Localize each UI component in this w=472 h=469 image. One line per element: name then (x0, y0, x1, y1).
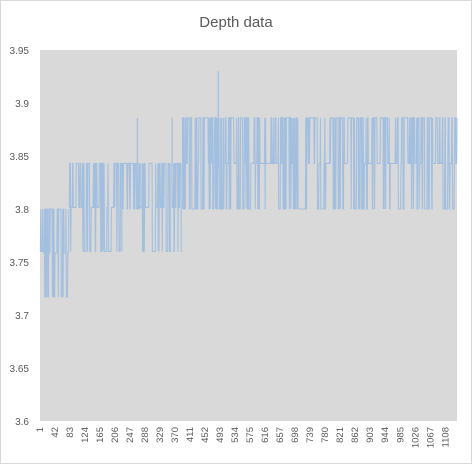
plot-area (40, 50, 457, 421)
y-tick-label-7: 3.95 (10, 46, 30, 57)
y-tick-label-0: 3.6 (15, 417, 29, 428)
x-tick-label-10: 411 (185, 427, 196, 442)
x-tick-label-6: 247 (125, 427, 136, 443)
x-tick-label-27: 1108 (440, 427, 451, 447)
x-tick-label-20: 821 (335, 427, 346, 443)
x-tick-label-2: 83 (65, 427, 76, 438)
series-segment-5 (171, 162, 183, 252)
series-segment-1 (43, 208, 70, 298)
x-tick-label-19: 780 (320, 427, 331, 443)
x-tick-label-13: 534 (230, 427, 241, 443)
series-segment-2 (68, 162, 123, 252)
x-tick-label-11: 452 (200, 427, 211, 443)
x-tick-label-23: 944 (380, 427, 391, 443)
y-tick-label-4: 3.8 (15, 205, 29, 216)
chart-title: Depth data (199, 14, 273, 31)
x-tick-label-0: 1 (35, 427, 46, 432)
series-segment-4 (140, 162, 172, 252)
y-tick-label-6: 3.9 (15, 99, 29, 110)
x-tick-label-26: 1067 (425, 427, 436, 448)
x-tick-label-8: 329 (155, 427, 166, 443)
x-tick-label-14: 575 (245, 427, 256, 443)
x-tick-label-12: 493 (215, 427, 226, 443)
x-tick-label-18: 739 (305, 427, 316, 443)
x-tick-label-15: 616 (260, 427, 271, 443)
x-tick-label-3: 124 (80, 427, 91, 443)
x-tick-label-16: 657 (275, 427, 286, 443)
x-tick-label-17: 698 (290, 427, 301, 443)
x-tick-label-4: 165 (95, 427, 106, 443)
x-tick-label-7: 288 (140, 427, 151, 443)
series-segment-3 (121, 162, 141, 210)
x-tick-label-1: 42 (50, 427, 61, 438)
x-tick-label-22: 903 (365, 427, 376, 443)
x-tick-label-25: 1026 (410, 427, 421, 448)
y-axis-ticks: 3.6 3.65 3.7 3.75 3.8 3.85 3.9 3.95 (10, 46, 30, 428)
y-tick-label-5: 3.85 (10, 152, 30, 163)
y-tick-label-1: 3.65 (10, 364, 30, 375)
series-segment-6 (181, 117, 458, 210)
y-tick-label-3: 3.75 (10, 258, 30, 269)
y-tick-label-2: 3.7 (15, 311, 29, 322)
x-axis-ticks: 1 42 83 124 165 206 247 288 329 370 411 452 493 534 57… (35, 427, 451, 448)
x-tick-label-24: 985 (395, 427, 406, 443)
x-tick-label-5: 206 (110, 427, 121, 443)
series-depth (39, 71, 458, 298)
x-tick-label-21: 862 (350, 427, 361, 443)
series-segment-0 (39, 208, 44, 252)
x-tick-label-9: 370 (170, 427, 181, 443)
